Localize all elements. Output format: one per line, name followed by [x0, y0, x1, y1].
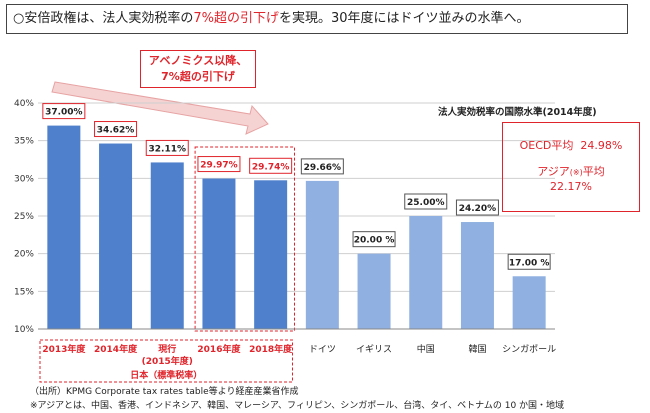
bar — [202, 178, 236, 329]
reduction-arrow-icon — [51, 81, 269, 135]
value-label-box — [352, 231, 396, 248]
chart-title: 法人実効税率の国際水準(2014年度) — [438, 107, 597, 118]
average-box: OECD平均 24.98% アジア(※)平均 22.17% — [502, 122, 640, 212]
y-tick-label: 40% — [14, 99, 34, 109]
asia-average: アジア(※)平均 22.17% — [503, 165, 639, 194]
value-label-box — [94, 121, 138, 138]
category-label: 中国 — [417, 343, 435, 355]
value-label-box — [507, 253, 551, 270]
category-label: 2018年度 — [249, 343, 293, 355]
callout-line2: 7%超の引下げ — [161, 70, 235, 83]
bar — [460, 222, 494, 329]
value-label-box — [300, 158, 344, 175]
value-label: 34.62% — [97, 126, 135, 136]
value-label-box — [404, 193, 448, 210]
value-label-box — [145, 139, 189, 156]
headline-prefix: ○安倍政権は、法人実効税率の — [13, 11, 194, 26]
bar — [409, 216, 443, 329]
headline-highlight: 7%超の引下げ — [193, 11, 279, 26]
asia-label: アジア — [537, 165, 570, 178]
footnote-asia: ※アジアとは、中国、香港、インドネシア、韓国、マレーシア、フィリピン、シンガポー… — [30, 401, 565, 411]
callout-line1: アベノミクス以降、 — [148, 54, 248, 67]
value-label: 32.11% — [149, 144, 187, 154]
asia-suffix: 平均 — [582, 165, 605, 178]
category-label: 2016年度 — [197, 343, 241, 355]
value-label: 20.00 % — [354, 236, 395, 246]
category-label: イギリス — [356, 344, 392, 355]
value-label-box — [249, 157, 293, 174]
category-label: ドイツ — [309, 345, 336, 355]
value-label: 25.00% — [407, 198, 445, 208]
y-tick-label: 30% — [14, 174, 34, 184]
y-tick-label: 25% — [14, 212, 34, 222]
category-label: 韓国 — [468, 344, 486, 355]
category-label: 現行 — [158, 343, 176, 355]
category-label: 2014年度 — [94, 343, 138, 355]
oecd-label: OECD平均 — [519, 139, 574, 152]
japan-bracket — [39, 339, 293, 383]
category-label: シンガポール — [502, 344, 556, 355]
oecd-value: 24.98% — [580, 139, 623, 152]
bar — [357, 253, 391, 329]
y-tick-label: 10% — [14, 325, 34, 335]
headline-box: ○安倍政権は、法人実効税率の7%超の引下げを実現。30年度にはドイツ並みの水準へ… — [6, 4, 628, 34]
headline-suffix: を実現。30年度にはドイツ並みの水準へ。 — [278, 11, 530, 26]
value-label-box — [455, 199, 499, 216]
future-bracket — [194, 146, 296, 332]
value-label: 17.00 % — [509, 258, 550, 268]
japan-bracket-label: 日本（標準税率） — [130, 369, 202, 381]
category-label: 2013年度 — [42, 343, 86, 355]
y-tick-label: 15% — [14, 287, 34, 297]
y-tick-label: 35% — [14, 137, 34, 147]
bar — [254, 180, 288, 329]
value-label: 24.20% — [459, 204, 497, 214]
abenomics-callout: アベノミクス以降、 7%超の引下げ — [140, 50, 256, 88]
value-label: 37.00% — [45, 108, 83, 118]
asia-value: 22.17% — [550, 180, 592, 193]
bar — [305, 180, 339, 329]
bar — [150, 162, 184, 329]
footnote-source: （出所）KPMG Corporate tax rates table等より経産産… — [30, 387, 299, 397]
value-label: 29.74% — [252, 162, 290, 172]
oecd-average: OECD平均 24.98% — [503, 137, 639, 153]
bar — [512, 276, 546, 329]
category-sublabel: (2015年度) — [142, 355, 193, 367]
bar — [99, 143, 133, 329]
value-label-box — [42, 103, 86, 120]
asia-note: (※) — [569, 168, 583, 177]
value-label: 29.97% — [200, 161, 238, 171]
y-tick-label: 20% — [14, 250, 34, 260]
value-label: 29.66% — [304, 163, 342, 173]
value-label-box — [197, 156, 241, 173]
bar — [47, 125, 81, 329]
